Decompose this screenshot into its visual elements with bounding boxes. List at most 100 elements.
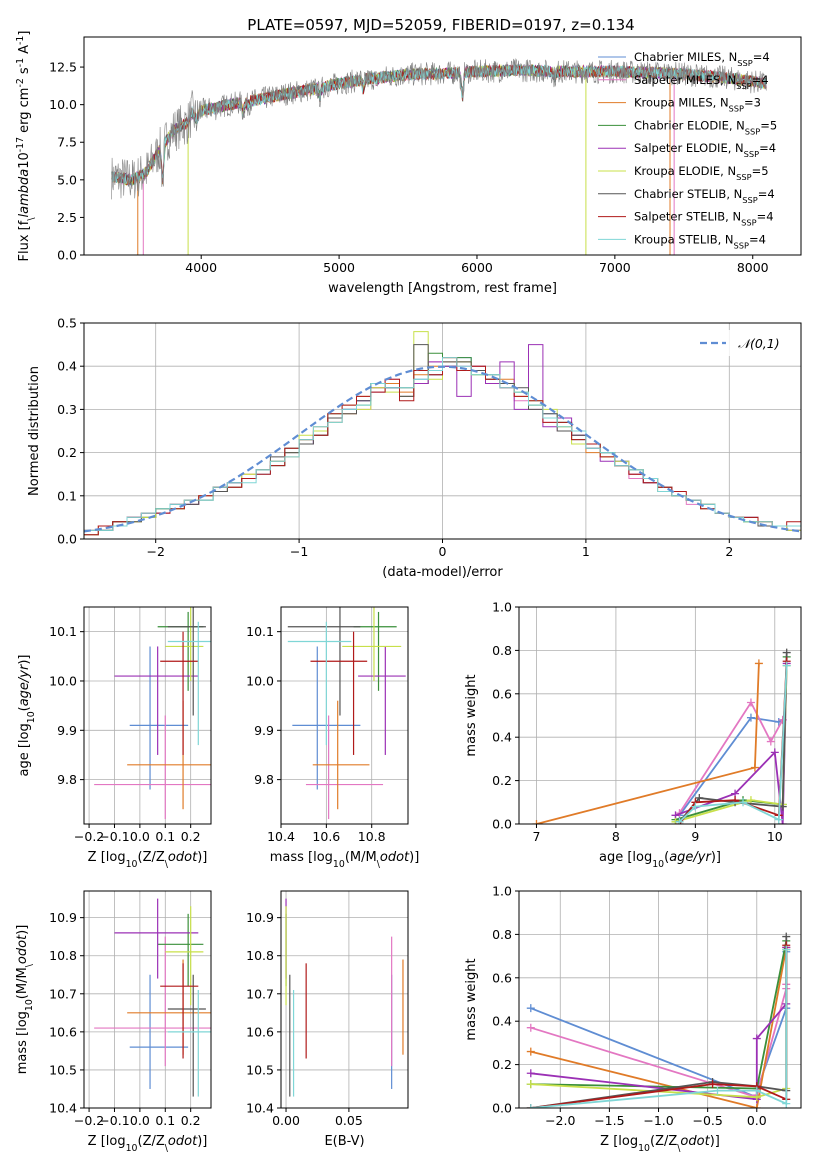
axes-frame <box>83 606 212 825</box>
x-tick-label: −0.2 <box>74 829 104 844</box>
label-span: =4 <box>757 210 774 224</box>
fit-point-chabrier-elodie <box>353 611 397 691</box>
y-tick-label: 10.6 <box>246 1024 274 1039</box>
x-tick-label: 10 <box>767 829 783 844</box>
histogram-kroupa-stelib <box>84 357 801 531</box>
legend-label-salpeter-elodie: Salpeter ELODIE, NSSP=4 <box>634 141 776 159</box>
figure-title: PLATE=0597, MJD=52059, FIBERID=0197, z=0… <box>247 16 634 34</box>
sfh-marker-kroupa-stelib <box>675 817 684 824</box>
sfh-line-salpeter-miles <box>678 700 784 814</box>
x-axis-label: Z [log10(Z/Z\odot)] <box>600 1134 720 1154</box>
y-axis-label: Normed distribution <box>27 366 42 496</box>
x-tick-label: 0.00 <box>272 1113 300 1128</box>
plot-area <box>84 331 801 536</box>
x-tick-label: 7000 <box>599 260 631 275</box>
fit-point-kroupa-miles <box>127 959 211 1055</box>
fit-point-chabrier-miles <box>129 646 189 790</box>
label-span: mass weight <box>464 674 479 756</box>
subscript: 10 <box>333 859 345 870</box>
x-axis-label: wavelength [Angstrom, rest frame] <box>328 281 557 296</box>
x-axis-label: mass [log10(M/M\odot)] <box>270 850 420 870</box>
y-tick-label: 10.8 <box>49 948 77 963</box>
subscript: \ <box>26 217 37 221</box>
fit-point-salpeter-miles <box>94 715 211 820</box>
observed-spectrum <box>111 58 767 200</box>
y-tick-label: 10.1 <box>246 624 274 639</box>
label-span: A <box>17 45 32 58</box>
subscript: 10 <box>638 1143 650 1154</box>
y-tick-label: 10.0 <box>49 673 77 688</box>
y-tick-label: 9.8 <box>57 772 77 787</box>
y-tick-label: 0.4 <box>57 359 77 374</box>
label-span: Chabrier ELODIE, N <box>634 118 745 132</box>
label-span: Z/Z <box>143 1134 165 1149</box>
label-span: =4 <box>749 232 766 246</box>
fit-point-chabrier-miles <box>129 974 189 1089</box>
label-span: age [log <box>599 850 652 865</box>
sfh-line-chabrier-miles <box>678 716 784 816</box>
plot-area <box>285 898 404 1097</box>
subscript: 10 <box>26 711 37 723</box>
label-span: age/yr <box>17 663 32 706</box>
mass-weight-vs-metallicity-panel: −2.0 −1.5 −1.0 −0.5 0.0 0.0 0.2 0.4 0.6 0.8 1.0 Z [… <box>464 884 802 1154</box>
y-tick-label: 2.5 <box>57 210 77 225</box>
x-axis-label: Z [log10(Z/Z\odot)] <box>88 1134 208 1154</box>
x-tick-label: −0.2 <box>74 1113 104 1128</box>
label-span: Salpeter MILES, N <box>634 73 736 87</box>
y-tick-label: 10.0 <box>246 673 274 688</box>
mass-vs-metallicity-panel: −0.2−0.1 0.0 0.1 0.2 10.4 10.5 10.6 10.7 10.8 10.… <box>15 890 212 1154</box>
label-span: =5 <box>760 118 777 132</box>
residuals-legend: 𝒩(0,1) <box>690 330 794 356</box>
x-tick-label: 8000 <box>737 260 769 275</box>
label-span: Salpeter ELODIE, N <box>634 141 744 155</box>
subscript: SSP <box>736 81 751 91</box>
fit-point-salpeter-elodie <box>114 898 199 979</box>
y-axis-label: age [log10(age/yr)] <box>17 654 37 776</box>
sfh-marker-chabrier-stelib <box>782 932 791 941</box>
label-span: ( <box>345 850 350 865</box>
sfh-marker-chabrier-stelib <box>695 793 704 802</box>
subscript: SSP <box>741 218 756 228</box>
label-span: ( <box>15 994 30 999</box>
label-span: )] <box>711 850 721 865</box>
x-axis-label: (data-model)/error <box>382 565 503 580</box>
axes-frame <box>83 890 212 1109</box>
label-span: odot <box>15 934 30 964</box>
y-tick-label: 0.0 <box>57 532 77 547</box>
legend-box <box>690 330 794 356</box>
x-tick-label: 0.05 <box>335 1113 363 1128</box>
x-tick-label: −2.0 <box>545 1113 575 1128</box>
x-tick-label: −1 <box>290 544 308 559</box>
y-tick-label: 0.6 <box>492 970 512 985</box>
label-span: )] <box>197 1134 207 1149</box>
sfh-marker-salpeter-elodie <box>526 1069 535 1078</box>
y-tick-label: 1.0 <box>492 884 512 899</box>
label-span: ( <box>17 706 32 711</box>
subscript: 10 <box>126 1143 138 1154</box>
x-tick-label: 0.1 <box>155 829 175 844</box>
y-tick-label: 0.5 <box>57 316 77 331</box>
sfh-marker-kroupa-stelib <box>739 798 748 807</box>
model-spectrum-kroupa-stelib <box>111 63 767 185</box>
subscript: 10 <box>24 999 35 1011</box>
fit-point-chabrier-stelib <box>167 974 206 1097</box>
axes-frame <box>83 36 802 256</box>
y-tick-label: 0.1 <box>57 488 77 503</box>
label-span: =4 <box>753 50 770 64</box>
legend-label-kroupa-miles: Kroupa MILES, NSSP=3 <box>634 96 761 114</box>
axes-frame <box>280 890 409 1109</box>
y-tick-label: 0.3 <box>57 402 77 417</box>
label-span: E(B-V) <box>324 1134 364 1149</box>
sfh-marker-kroupa-miles <box>754 659 763 668</box>
y-tick-label: 10.7 <box>49 986 77 1001</box>
y-tick-label: 5.0 <box>57 172 77 187</box>
sfh-marker-kroupa-stelib <box>782 1099 791 1108</box>
x-axis-label: E(B-V) <box>324 1134 364 1149</box>
y-tick-label: 0.2 <box>492 773 512 788</box>
label-span: Z/Z <box>143 850 165 865</box>
x-tick-label: 0 <box>439 544 447 559</box>
sfh-marker-kroupa-miles <box>752 1104 761 1108</box>
label-span: Z/Z <box>655 1134 677 1149</box>
sfh-marker-salpeter-elodie <box>778 820 787 824</box>
x-tick-label: 9 <box>691 829 699 844</box>
